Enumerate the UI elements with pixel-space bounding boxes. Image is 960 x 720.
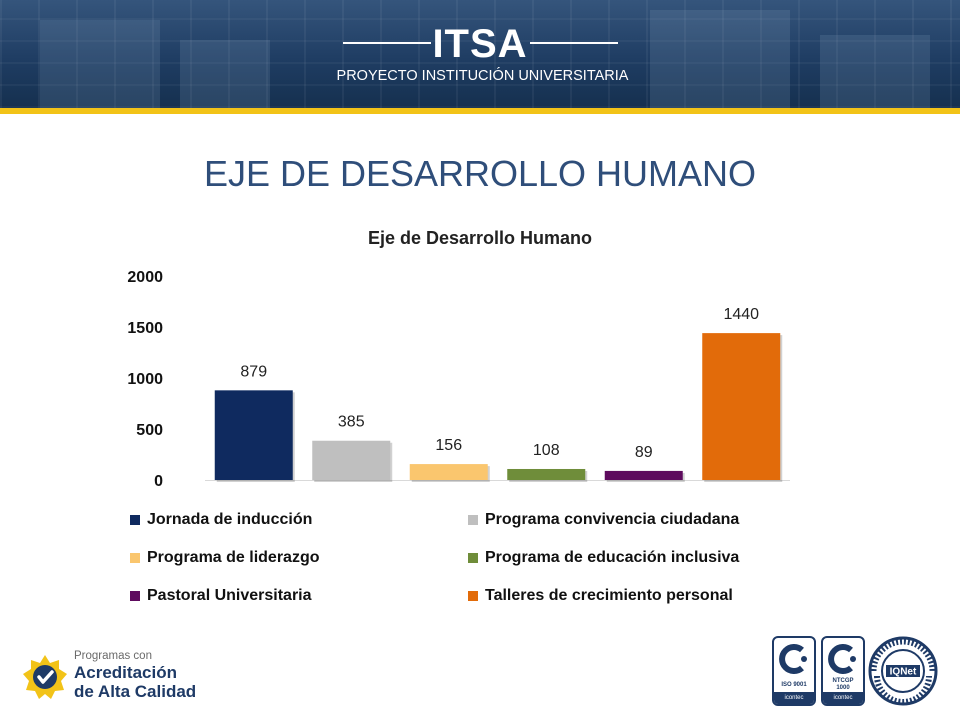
legend-label: Programa convivencia ciudadana — [485, 511, 740, 528]
star-check-icon — [23, 655, 67, 699]
legend-swatch — [468, 553, 478, 563]
legend-swatch — [468, 515, 478, 525]
ntcgp-1000-badge: NTCGP 1000 icontec — [821, 636, 865, 706]
accreditation-line-1: Acreditación — [74, 663, 177, 682]
legend-swatch — [468, 591, 478, 601]
legend-label: Talleres de crecimiento personal — [485, 587, 733, 604]
legend-label: Jornada de inducción — [147, 511, 313, 528]
legend-item: Pastoral Universitaria — [130, 584, 468, 608]
legend-item: Programa de educación inclusiva — [468, 546, 818, 570]
legend-swatch — [130, 591, 140, 601]
accreditation-line-2: de Alta Calidad — [74, 682, 197, 701]
legend-swatch — [130, 553, 140, 563]
bar — [312, 440, 391, 480]
iqnet-seal-icon: IQNet — [868, 636, 938, 706]
banner-rule-left — [343, 42, 431, 44]
icontec-logo-icon — [828, 644, 856, 674]
badge-iso-label: ISO 9001 — [781, 682, 807, 688]
badge-ntcgp-number: 1000 — [836, 685, 850, 691]
icontec-logo-icon — [779, 644, 807, 674]
legend-label: Programa de liderazgo — [147, 549, 320, 566]
legend-item: Talleres de crecimiento personal — [468, 584, 818, 608]
page-title: EJE DE DESARROLLO HUMANO — [203, 153, 757, 194]
bar — [604, 470, 683, 480]
badge-footer-text: icontec — [774, 692, 814, 704]
legend-swatch — [130, 515, 140, 525]
bar — [409, 464, 488, 480]
y-tick-label: 1000 — [127, 371, 163, 388]
iqnet-label: IQNet — [890, 667, 917, 678]
data-label: 879 — [240, 363, 267, 380]
iso-9001-badge: ISO 9001 icontec — [772, 636, 816, 706]
chart-title: Eje de Desarrollo Humano — [367, 228, 593, 248]
legend-label: Programa de educación inclusiva — [485, 549, 740, 566]
header-banner: ITSA PROYECTO INSTITUCIÓN UNIVERSITARIA — [0, 0, 960, 108]
data-label: 156 — [435, 437, 462, 454]
data-label: 1440 — [723, 306, 759, 323]
legend-item: Programa convivencia ciudadana — [468, 508, 818, 532]
accreditation-small-text: Programas con — [74, 650, 152, 662]
bar — [214, 390, 293, 480]
y-tick-label: 2000 — [127, 269, 163, 286]
banner-title: ITSA — [432, 22, 528, 66]
y-tick-label: 1500 — [127, 320, 163, 337]
bar — [702, 333, 781, 480]
y-tick-label: 500 — [136, 422, 163, 439]
banner-rule-right — [530, 42, 618, 44]
chart-legend: Jornada de inducción Programa convivencia… — [130, 508, 830, 608]
banner-subtitle: PROYECTO INSTITUCIÓN UNIVERSITARIA — [336, 68, 629, 84]
bar — [507, 468, 586, 480]
badge-ntcgp-label: NTCGP — [832, 678, 854, 684]
data-label: 385 — [338, 414, 365, 431]
banner-accent-stripe — [0, 108, 960, 114]
data-label: 89 — [635, 444, 653, 461]
accreditation-logo: Programas con Acreditación de Alta Calid… — [22, 648, 202, 704]
y-tick-label: 0 — [154, 473, 163, 490]
legend-item: Programa de liderazgo — [130, 546, 468, 570]
data-label: 108 — [533, 442, 560, 459]
badge-footer-text: icontec — [823, 692, 863, 704]
legend-label: Pastoral Universitaria — [147, 587, 312, 604]
legend-item: Jornada de inducción — [130, 508, 468, 532]
